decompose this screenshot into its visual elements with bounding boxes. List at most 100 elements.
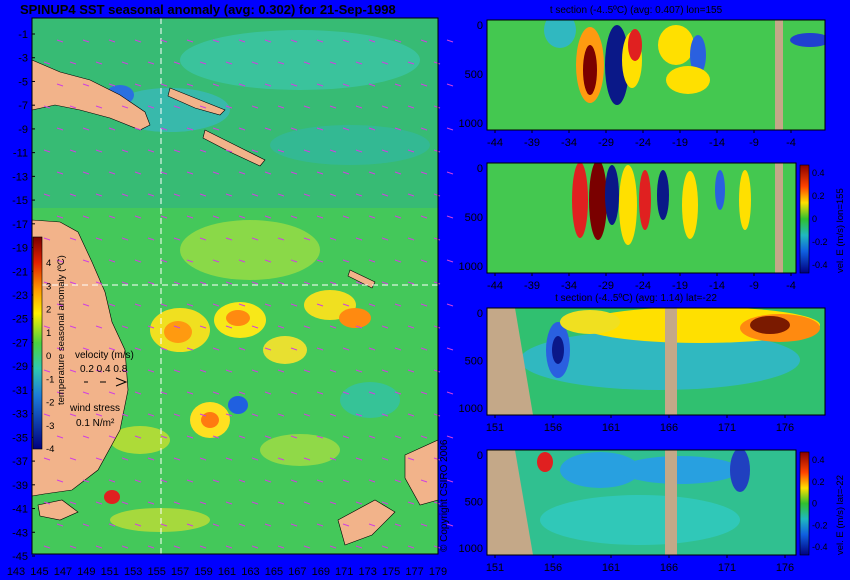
wind-vector xyxy=(43,237,51,241)
wind-vector xyxy=(199,501,207,505)
section-title: t section (-4..5ºC) (avg: 1.14) lat=-22 xyxy=(555,293,717,304)
wind-vector xyxy=(264,39,272,43)
velocity-colorbar xyxy=(799,451,810,556)
sst-colorbar-label: temperature seasonal anomaly (ºC) xyxy=(56,255,67,405)
wind-vector xyxy=(277,369,285,373)
wind-vector xyxy=(290,303,298,307)
section-x-tick: 161 xyxy=(602,422,620,434)
wind-vector xyxy=(329,237,337,241)
wind-vector xyxy=(251,369,259,373)
wind-vector xyxy=(121,457,129,461)
wind-vector xyxy=(69,61,77,65)
wind-vector xyxy=(316,127,324,131)
section-x-tick: 161 xyxy=(602,562,620,574)
wind-vector xyxy=(199,149,207,153)
wind-vector xyxy=(381,369,389,373)
wind-vector xyxy=(82,523,90,527)
lon-tick-label: 149 xyxy=(77,566,95,578)
section-y-tick: 500 xyxy=(465,69,483,81)
wind-vector xyxy=(290,259,298,263)
wind-vector xyxy=(342,171,350,175)
wind-vector xyxy=(420,127,428,131)
wind-vector xyxy=(82,127,90,131)
wind-vector xyxy=(303,501,311,505)
wind-vector xyxy=(147,369,155,373)
wind-vector xyxy=(134,39,142,43)
wind-vector xyxy=(225,281,233,285)
lon-tick-label: 163 xyxy=(241,566,259,578)
sst-colorbar-ticks: 4 3 2 1 0 -1 -2 -3 -4 xyxy=(46,258,54,455)
wind-vector xyxy=(264,303,272,307)
wind-vector xyxy=(186,523,194,527)
section-x-tick: -24 xyxy=(635,137,651,149)
section-y-tick: 1000 xyxy=(459,261,483,273)
wind-vector xyxy=(225,237,233,241)
wind-vector xyxy=(368,127,376,131)
sst-colorbar-tick: 3 xyxy=(46,281,51,292)
wind-vector xyxy=(264,479,272,483)
lon-tick-label: 179 xyxy=(429,566,447,578)
heatmap-feature xyxy=(739,170,751,230)
sst-colorbar-tick: -3 xyxy=(46,421,54,432)
wind-vector xyxy=(121,369,129,373)
wind-vector xyxy=(316,83,324,87)
wind-vector xyxy=(147,105,155,109)
wind-vector xyxy=(108,215,116,219)
wind-vector xyxy=(290,391,298,395)
wind-vector xyxy=(394,259,402,263)
wind-vector xyxy=(342,523,350,527)
wind-vector xyxy=(446,215,454,219)
wind-vector xyxy=(381,325,389,329)
map-frame xyxy=(31,17,439,555)
wind-vector xyxy=(186,347,194,351)
wind-vector xyxy=(251,545,259,549)
wind-vector xyxy=(316,303,324,307)
wind-vector xyxy=(264,259,272,263)
wind-vector xyxy=(342,347,350,351)
lon-tick-label: 161 xyxy=(218,566,236,578)
section-y-tick: 1000 xyxy=(459,543,483,555)
velocity-colorbar-tick: 0 xyxy=(812,214,817,224)
section-x-tick: 176 xyxy=(776,422,794,434)
sst-colorbar-tick: 1 xyxy=(46,328,51,339)
wind-vector xyxy=(355,369,363,373)
wind-vector xyxy=(420,83,428,87)
wind-vector xyxy=(446,479,454,483)
wind-vector xyxy=(381,61,389,65)
wind-vector xyxy=(342,215,350,219)
heatmap-feature xyxy=(544,20,576,48)
wind-vector xyxy=(290,435,298,439)
wind-vector xyxy=(121,325,129,329)
wind-vector xyxy=(238,391,246,395)
wind-vector xyxy=(160,479,168,483)
wind-vector xyxy=(316,435,324,439)
heatmap-feature xyxy=(605,165,619,225)
wind-vector xyxy=(251,457,259,461)
wind-vector xyxy=(147,545,155,549)
section-x-tick: -39 xyxy=(524,137,540,149)
wind-vector xyxy=(433,281,441,285)
wind-vector xyxy=(160,303,168,307)
wind-vector xyxy=(368,435,376,439)
velocity-legend-label: velocity (m/s) xyxy=(75,350,134,361)
wind-vector xyxy=(381,149,389,153)
wind-vector xyxy=(108,171,116,175)
lat-tick-label: -43 xyxy=(12,527,28,539)
wind-vector xyxy=(316,215,324,219)
velocity-colorbar xyxy=(799,164,810,274)
wind-vector xyxy=(95,281,103,285)
sst-colorbar-tick: -1 xyxy=(46,374,54,385)
wind-vector xyxy=(160,435,168,439)
section-x-tick: -14 xyxy=(709,137,725,149)
wind-vector xyxy=(251,501,259,505)
wind-vector xyxy=(381,105,389,109)
wind-vector xyxy=(329,193,337,197)
section-x-tick: -9 xyxy=(749,280,759,292)
heatmap-feature xyxy=(537,452,553,472)
wind-vector xyxy=(95,149,103,153)
wind-vector xyxy=(303,149,311,153)
wind-vector xyxy=(277,325,285,329)
wind-vector xyxy=(43,369,51,373)
wind-vector xyxy=(420,303,428,307)
wind-vector xyxy=(108,523,116,527)
